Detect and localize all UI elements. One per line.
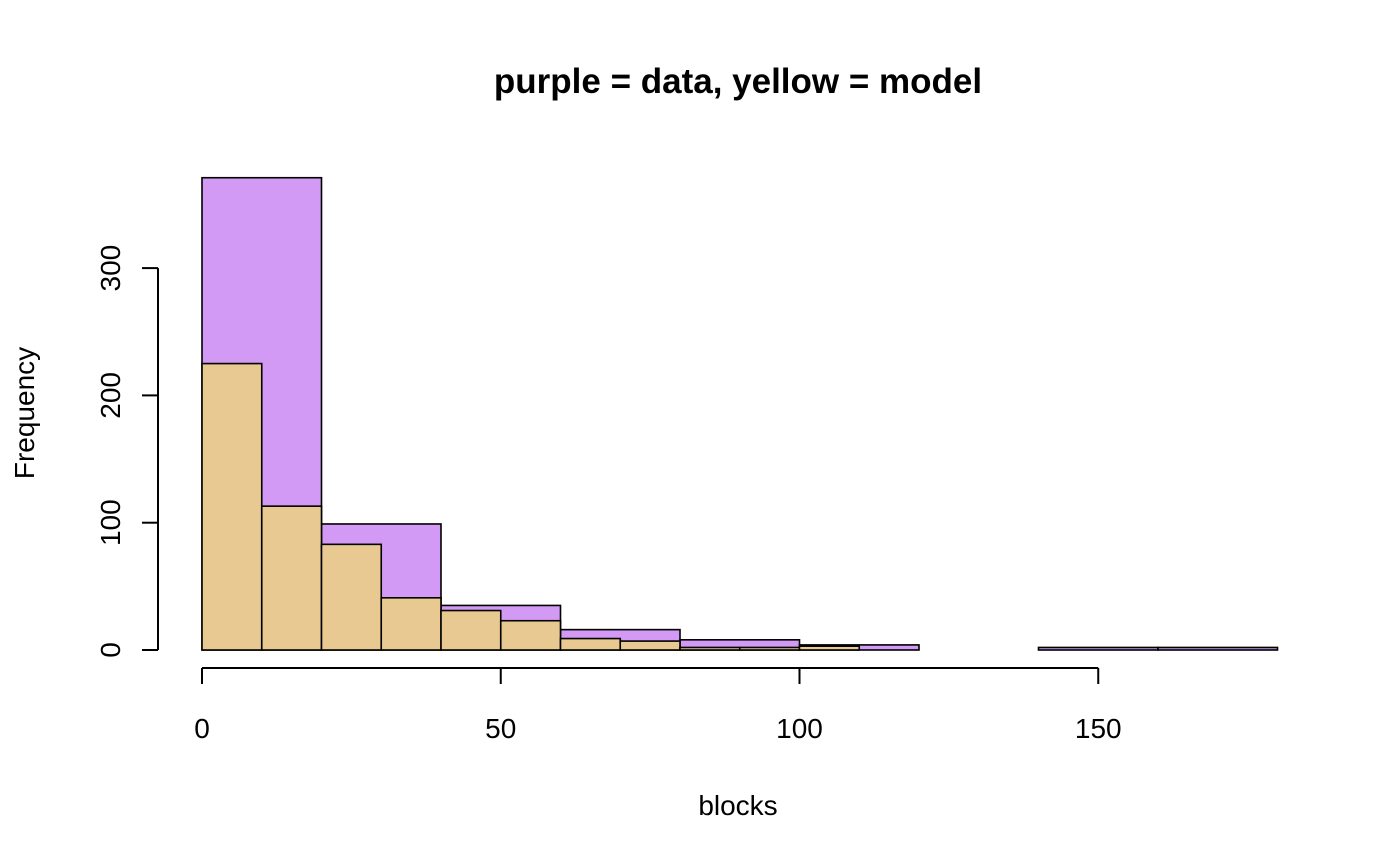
bar-series-0-bin-7 — [1037, 646, 1159, 651]
bar-series-1-bin-8 — [679, 646, 741, 651]
x-axis-label: blocks — [698, 790, 777, 821]
x-tick-label-50: 50 — [485, 713, 516, 744]
y-axis: 0 100 200 300 — [95, 245, 159, 658]
x-tick-label-0: 0 — [194, 713, 210, 744]
y-tick-label-300: 300 — [95, 245, 126, 292]
bar-series-1-bin-0 — [201, 362, 263, 651]
x-tick-label-150: 150 — [1075, 713, 1122, 744]
bar-series-1-bin-3 — [380, 597, 442, 651]
x-axis: 0 50 100 150 — [194, 667, 1122, 744]
bars-layer — [201, 176, 1279, 651]
y-tick-label-200: 200 — [95, 372, 126, 419]
bar-series-1-bin-9 — [738, 646, 801, 651]
bar-series-1-bin-7 — [619, 640, 681, 651]
x-tick-label-100: 100 — [776, 713, 823, 744]
bar-series-1-bin-5 — [499, 619, 562, 651]
chart-title: purple = data, yellow = model — [494, 62, 982, 101]
bar-series-1-bin-6 — [559, 637, 622, 651]
bar-series-1-bin-2 — [320, 543, 383, 651]
y-tick-label-0: 0 — [95, 642, 126, 658]
bar-series-1-bin-4 — [440, 609, 502, 651]
bar-series-0-bin-8 — [1157, 646, 1279, 651]
y-axis-label: Frequency — [9, 347, 40, 479]
bar-series-1-bin-1 — [260, 505, 323, 651]
bar-series-1-bin-10 — [798, 645, 861, 651]
y-tick-label-100: 100 — [95, 499, 126, 546]
